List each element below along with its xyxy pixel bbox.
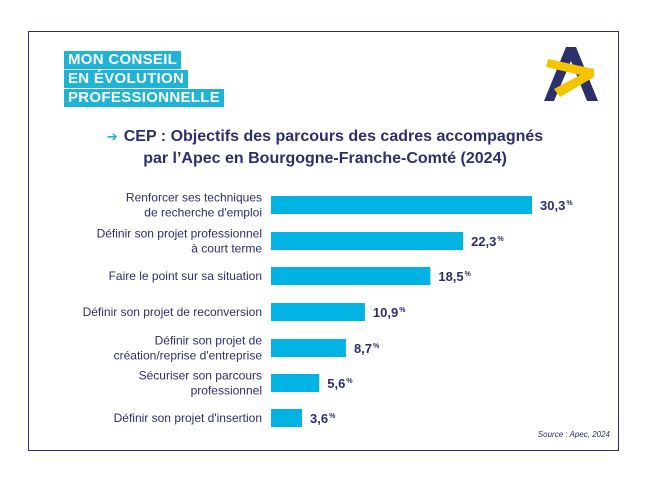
category-label-1-line-2: de recherche d'emploi <box>144 206 262 220</box>
value-label-1: 30,3% <box>540 198 573 213</box>
category-label-3-line-1: Faire le point sur sa situation <box>109 269 262 283</box>
chart-title: ➔ CEP : Objectifs des parcours des cadres… <box>40 126 610 170</box>
arrow-icon: ➔ <box>106 129 118 144</box>
source-note: Source : Apec, 2024 <box>537 430 610 439</box>
chart-title-line-1: CEP : Objectifs des parcours des cadres … <box>123 128 544 145</box>
value-label-6: 5,6% <box>327 376 353 391</box>
apec-logo-icon <box>544 47 598 101</box>
badge-line-3: professionnelle <box>64 89 225 107</box>
bar-5 <box>271 339 346 357</box>
badge-line-1: Mon conseil <box>64 51 182 69</box>
value-label-5: 8,7% <box>354 341 380 356</box>
category-label-7-line-1: Définir son projet d'insertion <box>114 411 262 425</box>
bar-1 <box>271 196 532 214</box>
bar-3 <box>271 267 431 285</box>
category-label-1-line-1: Renforcer ses techniques <box>126 191 262 205</box>
value-label-2: 22,3% <box>471 234 504 249</box>
category-label-6-line-1: Sécuriser son parcours <box>139 369 262 383</box>
chart-title-line-2: par l’Apec en Bourgogne-Franche-Comté (2… <box>143 150 507 167</box>
logo-yellow-shape <box>546 59 594 97</box>
value-label-3: 18,5% <box>438 269 471 284</box>
bar-2 <box>271 232 464 250</box>
program-badge: Mon conseil en évolution professionnelle <box>64 51 225 108</box>
value-label-4: 10,9% <box>373 305 406 320</box>
category-label-5-line-2: création/reprise d'entreprise <box>114 349 263 363</box>
category-label-2-line-2: à court terme <box>191 242 262 256</box>
bar-7 <box>271 409 303 427</box>
value-label-7: 3,6% <box>310 411 336 426</box>
bar-4 <box>271 303 365 321</box>
category-label-5-line-1: Définir son projet de <box>155 334 263 348</box>
category-label-6-line-2: professionnel <box>191 384 262 398</box>
bar-6 <box>271 374 320 392</box>
category-label-2-line-1: Définir son projet professionnel <box>97 227 262 241</box>
badge-line-2: en évolution <box>64 70 189 88</box>
category-label-4-line-1: Définir son projet de reconversion <box>83 305 262 319</box>
